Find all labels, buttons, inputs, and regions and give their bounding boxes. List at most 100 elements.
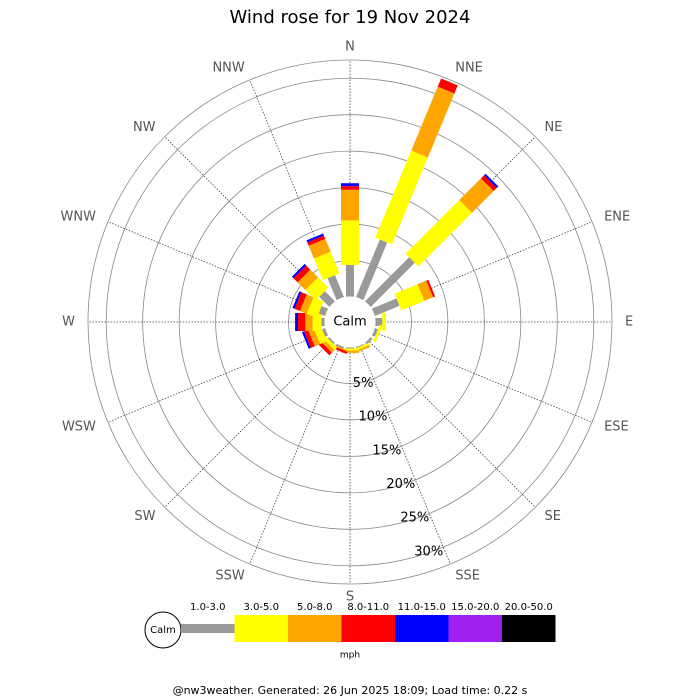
direction-label: WNW	[60, 209, 96, 224]
direction-label: ENE	[604, 209, 630, 224]
bar-segment	[411, 86, 455, 158]
radius-label: 20%	[386, 477, 415, 492]
legend-label: 5.0-8.0	[297, 602, 332, 613]
bar-segment	[301, 331, 311, 349]
legend-label: 1.0-3.0	[190, 602, 225, 613]
grid-ring	[105, 77, 595, 567]
radius-label: 30%	[414, 544, 443, 559]
bar-segment	[298, 313, 306, 331]
direction-bars	[364, 173, 499, 308]
legend-swatch	[288, 615, 342, 642]
legend-swatch	[502, 615, 556, 642]
direction-bars	[341, 347, 359, 353]
legend-swatch	[341, 615, 395, 642]
bar-segment	[355, 239, 388, 301]
direction-label: NE	[544, 120, 562, 135]
bar-segment	[305, 313, 313, 331]
bar-segment	[305, 277, 329, 301]
bar-segment	[371, 327, 378, 337]
bar-segment	[417, 280, 434, 301]
direction-bars	[375, 313, 386, 331]
bar-segment	[341, 183, 359, 187]
chart-title: Wind rose for 19 Nov 2024	[230, 7, 471, 28]
bar-segment	[293, 265, 311, 283]
spoke	[359, 344, 451, 565]
legend-unit: mph	[340, 651, 360, 661]
direction-label: N	[345, 40, 355, 55]
bar-segment	[308, 238, 331, 259]
bar-segment	[307, 327, 321, 347]
direction-label: NNE	[455, 60, 483, 75]
bar-segment	[375, 318, 383, 326]
bar-segment	[382, 313, 386, 331]
bar-segment	[484, 173, 499, 188]
legend-swatch	[234, 615, 288, 642]
radius-label: 25%	[400, 511, 429, 526]
direction-bars	[291, 263, 336, 308]
bar-segment	[341, 220, 359, 265]
spoke	[107, 221, 328, 313]
bar-segment	[295, 313, 299, 331]
direction-bars	[364, 336, 373, 345]
radius-label: 10%	[358, 410, 387, 425]
bar-segment	[346, 347, 354, 349]
spoke	[164, 339, 333, 508]
direction-bars	[355, 78, 458, 301]
direction-label: W	[62, 315, 75, 330]
bar-segment	[375, 150, 428, 245]
legend-swatch	[448, 615, 502, 642]
bar-segment	[313, 251, 340, 281]
radius-label: 15%	[372, 443, 401, 458]
bar-segment	[364, 336, 373, 345]
legend-label: 8.0-11.0	[347, 602, 389, 613]
grid-ring	[142, 114, 558, 530]
bar-segment	[319, 291, 336, 308]
bar-segment	[341, 186, 359, 190]
legend-label: 11.0-15.0	[398, 602, 446, 613]
bar-segment	[299, 294, 314, 314]
direction-bars	[371, 324, 383, 343]
direction-label: S	[346, 590, 354, 605]
bar-segment	[371, 298, 400, 317]
direction-label: E	[625, 315, 633, 330]
bar-segment	[459, 178, 494, 213]
bar-segment	[341, 189, 359, 221]
direction-label: ESE	[604, 420, 629, 435]
direction-label: SSW	[215, 569, 245, 584]
bar-segment	[341, 350, 359, 353]
bar-segment	[394, 284, 425, 311]
outer-ring	[87, 59, 613, 585]
bar-segment	[321, 318, 325, 326]
bar-segment	[426, 279, 436, 298]
bar-segment	[322, 327, 329, 337]
bar-segment	[294, 292, 307, 311]
direction-label: WSW	[62, 420, 96, 435]
grid-ring	[178, 150, 522, 494]
spoke	[107, 331, 328, 423]
bar-segment	[373, 324, 383, 343]
bar-segment	[307, 235, 326, 246]
direction-label: NNW	[212, 60, 244, 75]
direction-bars	[292, 291, 329, 318]
radius-label: 5%	[353, 376, 374, 391]
direction-bars	[306, 233, 345, 301]
direction-bars	[295, 313, 325, 331]
bar-segment	[306, 297, 324, 318]
spoke	[372, 331, 593, 423]
legend-swatch	[181, 624, 235, 633]
bar-segment	[297, 269, 319, 291]
bar-segment	[341, 348, 359, 351]
direction-label: NW	[133, 120, 156, 135]
bar-segment	[306, 233, 324, 243]
direction-bars	[371, 279, 436, 317]
direction-label: SE	[544, 509, 560, 524]
direction-label: SSE	[455, 569, 480, 584]
bar-segment	[327, 336, 336, 345]
bar-segment	[292, 291, 302, 309]
bar-segment	[437, 78, 458, 94]
bar-segment	[405, 199, 473, 267]
calm-label: Calm	[333, 315, 366, 330]
direction-bars	[341, 183, 359, 297]
spoke	[249, 344, 341, 565]
